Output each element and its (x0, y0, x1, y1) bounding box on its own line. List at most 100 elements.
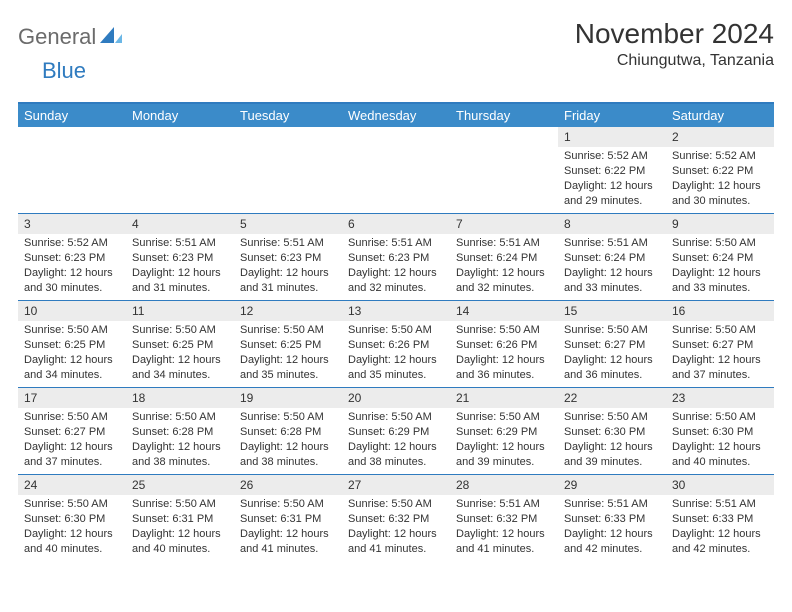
sunrise-text: Sunrise: 5:50 AM (456, 410, 552, 425)
day-number: 16 (666, 301, 774, 321)
daylight-text: Daylight: 12 hours and 38 minutes. (132, 440, 228, 470)
sunrise-text: Sunrise: 5:50 AM (240, 410, 336, 425)
calendar-cell: 12Sunrise: 5:50 AMSunset: 6:25 PMDayligh… (234, 301, 342, 387)
daylight-text: Daylight: 12 hours and 35 minutes. (240, 353, 336, 383)
day-number: 4 (126, 214, 234, 234)
sunrise-text: Sunrise: 5:50 AM (240, 323, 336, 338)
sunrise-text: Sunrise: 5:50 AM (672, 236, 768, 251)
calendar-cell: 29Sunrise: 5:51 AMSunset: 6:33 PMDayligh… (558, 475, 666, 561)
calendar-cell: 2Sunrise: 5:52 AMSunset: 6:22 PMDaylight… (666, 127, 774, 213)
daylight-text: Daylight: 12 hours and 42 minutes. (564, 527, 660, 557)
calendar-cell (342, 127, 450, 213)
day-details: Sunrise: 5:51 AMSunset: 6:32 PMDaylight:… (450, 495, 558, 560)
calendar-cell: 9Sunrise: 5:50 AMSunset: 6:24 PMDaylight… (666, 214, 774, 300)
sunrise-text: Sunrise: 5:51 AM (348, 236, 444, 251)
day-details: Sunrise: 5:50 AMSunset: 6:31 PMDaylight:… (126, 495, 234, 560)
sunset-text: Sunset: 6:31 PM (240, 512, 336, 527)
day-of-week-header: Sunday Monday Tuesday Wednesday Thursday… (18, 104, 774, 127)
calendar-cell: 16Sunrise: 5:50 AMSunset: 6:27 PMDayligh… (666, 301, 774, 387)
daylight-text: Daylight: 12 hours and 38 minutes. (348, 440, 444, 470)
dow-monday: Monday (126, 104, 234, 127)
calendar-cell: 28Sunrise: 5:51 AMSunset: 6:32 PMDayligh… (450, 475, 558, 561)
dow-wednesday: Wednesday (342, 104, 450, 127)
sunrise-text: Sunrise: 5:50 AM (24, 410, 120, 425)
day-number: 26 (234, 475, 342, 495)
daylight-text: Daylight: 12 hours and 41 minutes. (456, 527, 552, 557)
day-details: Sunrise: 5:50 AMSunset: 6:28 PMDaylight:… (234, 408, 342, 473)
sunset-text: Sunset: 6:23 PM (132, 251, 228, 266)
day-details: Sunrise: 5:51 AMSunset: 6:23 PMDaylight:… (234, 234, 342, 299)
sunset-text: Sunset: 6:30 PM (672, 425, 768, 440)
calendar-cell: 26Sunrise: 5:50 AMSunset: 6:31 PMDayligh… (234, 475, 342, 561)
daylight-text: Daylight: 12 hours and 30 minutes. (24, 266, 120, 296)
logo-text-blue: Blue (42, 58, 792, 84)
sunrise-text: Sunrise: 5:51 AM (456, 236, 552, 251)
day-details: Sunrise: 5:50 AMSunset: 6:32 PMDaylight:… (342, 495, 450, 560)
day-details: Sunrise: 5:50 AMSunset: 6:29 PMDaylight:… (450, 408, 558, 473)
day-details: Sunrise: 5:52 AMSunset: 6:22 PMDaylight:… (558, 147, 666, 212)
sunrise-text: Sunrise: 5:50 AM (564, 410, 660, 425)
sunrise-text: Sunrise: 5:50 AM (132, 323, 228, 338)
sunrise-text: Sunrise: 5:51 AM (672, 497, 768, 512)
daylight-text: Daylight: 12 hours and 34 minutes. (132, 353, 228, 383)
sunrise-text: Sunrise: 5:51 AM (132, 236, 228, 251)
day-number: 20 (342, 388, 450, 408)
day-number: 9 (666, 214, 774, 234)
calendar-cell: 17Sunrise: 5:50 AMSunset: 6:27 PMDayligh… (18, 388, 126, 474)
calendar-cell: 22Sunrise: 5:50 AMSunset: 6:30 PMDayligh… (558, 388, 666, 474)
sunrise-text: Sunrise: 5:50 AM (24, 497, 120, 512)
sunset-text: Sunset: 6:30 PM (24, 512, 120, 527)
day-details: Sunrise: 5:51 AMSunset: 6:33 PMDaylight:… (558, 495, 666, 560)
day-number: 7 (450, 214, 558, 234)
day-details: Sunrise: 5:50 AMSunset: 6:31 PMDaylight:… (234, 495, 342, 560)
day-number: 8 (558, 214, 666, 234)
calendar-cell: 1Sunrise: 5:52 AMSunset: 6:22 PMDaylight… (558, 127, 666, 213)
dow-sunday: Sunday (18, 104, 126, 127)
day-details: Sunrise: 5:51 AMSunset: 6:23 PMDaylight:… (342, 234, 450, 299)
daylight-text: Daylight: 12 hours and 38 minutes. (240, 440, 336, 470)
sunset-text: Sunset: 6:33 PM (672, 512, 768, 527)
day-details: Sunrise: 5:51 AMSunset: 6:24 PMDaylight:… (450, 234, 558, 299)
sunset-text: Sunset: 6:32 PM (348, 512, 444, 527)
sunset-text: Sunset: 6:27 PM (672, 338, 768, 353)
logo: General (18, 18, 124, 50)
day-number (342, 127, 450, 145)
daylight-text: Daylight: 12 hours and 39 minutes. (456, 440, 552, 470)
sunrise-text: Sunrise: 5:51 AM (564, 236, 660, 251)
calendar-cell: 14Sunrise: 5:50 AMSunset: 6:26 PMDayligh… (450, 301, 558, 387)
sunset-text: Sunset: 6:28 PM (132, 425, 228, 440)
day-number: 13 (342, 301, 450, 321)
sunrise-text: Sunrise: 5:51 AM (564, 497, 660, 512)
day-number: 24 (18, 475, 126, 495)
daylight-text: Daylight: 12 hours and 33 minutes. (564, 266, 660, 296)
daylight-text: Daylight: 12 hours and 35 minutes. (348, 353, 444, 383)
calendar-cell: 4Sunrise: 5:51 AMSunset: 6:23 PMDaylight… (126, 214, 234, 300)
day-number: 27 (342, 475, 450, 495)
calendar-cell (18, 127, 126, 213)
daylight-text: Daylight: 12 hours and 36 minutes. (564, 353, 660, 383)
day-details: Sunrise: 5:51 AMSunset: 6:33 PMDaylight:… (666, 495, 774, 560)
sunset-text: Sunset: 6:26 PM (348, 338, 444, 353)
daylight-text: Daylight: 12 hours and 33 minutes. (672, 266, 768, 296)
sunset-text: Sunset: 6:27 PM (24, 425, 120, 440)
day-number: 3 (18, 214, 126, 234)
sunset-text: Sunset: 6:22 PM (672, 164, 768, 179)
calendar-week: 10Sunrise: 5:50 AMSunset: 6:25 PMDayligh… (18, 300, 774, 387)
daylight-text: Daylight: 12 hours and 41 minutes. (240, 527, 336, 557)
calendar-cell: 27Sunrise: 5:50 AMSunset: 6:32 PMDayligh… (342, 475, 450, 561)
day-details: Sunrise: 5:50 AMSunset: 6:30 PMDaylight:… (18, 495, 126, 560)
sunrise-text: Sunrise: 5:50 AM (456, 323, 552, 338)
day-details: Sunrise: 5:50 AMSunset: 6:25 PMDaylight:… (18, 321, 126, 386)
day-number: 14 (450, 301, 558, 321)
sunset-text: Sunset: 6:33 PM (564, 512, 660, 527)
daylight-text: Daylight: 12 hours and 41 minutes. (348, 527, 444, 557)
daylight-text: Daylight: 12 hours and 42 minutes. (672, 527, 768, 557)
day-number: 5 (234, 214, 342, 234)
sunset-text: Sunset: 6:23 PM (24, 251, 120, 266)
day-details: Sunrise: 5:52 AMSunset: 6:23 PMDaylight:… (18, 234, 126, 299)
sunrise-text: Sunrise: 5:50 AM (672, 323, 768, 338)
calendar-cell: 7Sunrise: 5:51 AMSunset: 6:24 PMDaylight… (450, 214, 558, 300)
day-details: Sunrise: 5:50 AMSunset: 6:25 PMDaylight:… (234, 321, 342, 386)
calendar-cell (450, 127, 558, 213)
calendar: Sunday Monday Tuesday Wednesday Thursday… (18, 102, 774, 561)
